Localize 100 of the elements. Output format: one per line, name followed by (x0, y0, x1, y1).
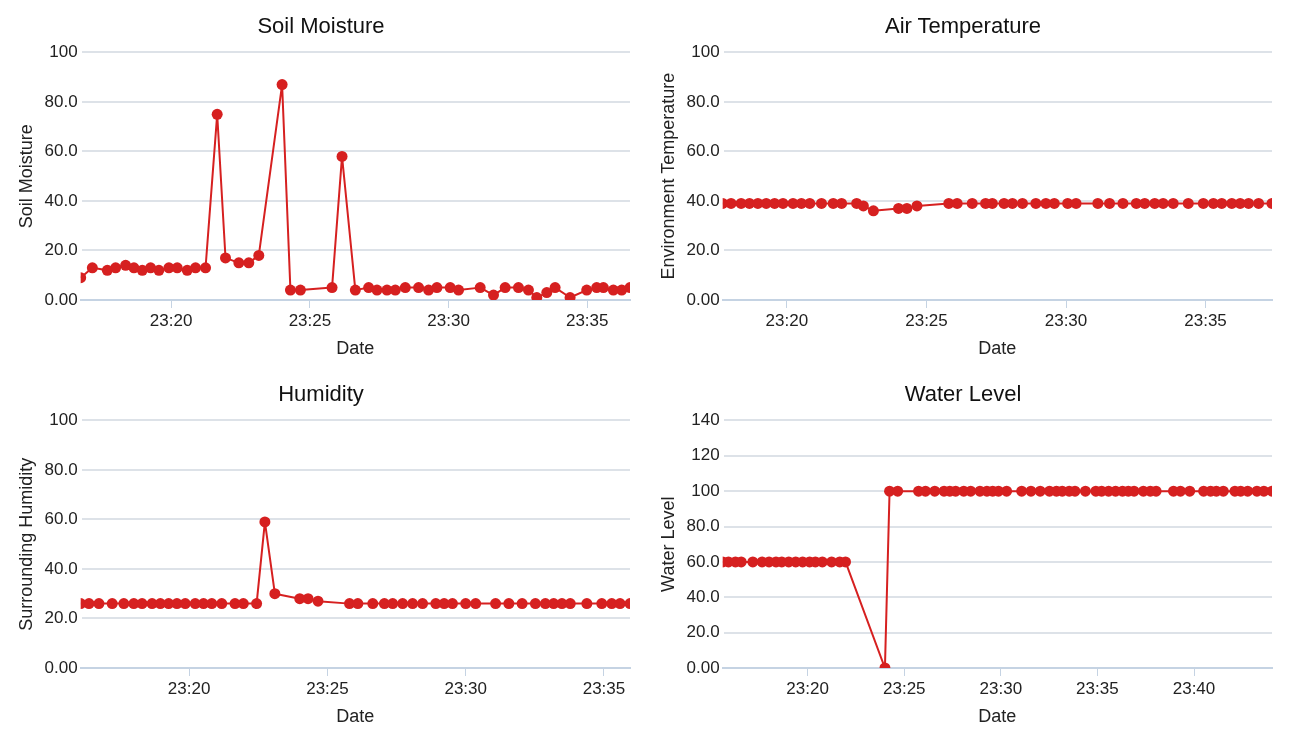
point (407, 598, 419, 610)
point (216, 598, 228, 610)
point (294, 284, 306, 296)
point (206, 598, 218, 610)
point (581, 598, 593, 610)
x-axis-title: Date (978, 338, 1017, 359)
point (253, 249, 265, 261)
point (284, 284, 296, 296)
y-tick-label: 60.0 (44, 141, 78, 161)
point (367, 598, 379, 610)
chart-title: Air Temperature (884, 13, 1042, 39)
y-tick-label: 100 (49, 42, 78, 62)
y-axis-title: Soil Moisture (15, 124, 36, 229)
y-tick-label: 60.0 (686, 551, 720, 571)
point (499, 282, 511, 294)
y-tick-label: 20.0 (686, 240, 720, 260)
y-tick-label: 20.0 (686, 622, 720, 642)
point (470, 598, 482, 610)
chart-title: Soil Moisture (257, 13, 385, 39)
point (153, 264, 165, 276)
point (596, 598, 608, 610)
chart-title: Water Level (904, 381, 1022, 407)
point (488, 289, 499, 300)
point (413, 282, 425, 294)
point (503, 598, 515, 610)
point (399, 282, 411, 294)
x-tick-label: 23:25 (306, 678, 349, 698)
x-tick-label: 23:20 (765, 310, 809, 330)
point (529, 598, 541, 610)
point (106, 598, 118, 610)
point (251, 598, 263, 610)
point (460, 598, 472, 610)
point (259, 516, 271, 528)
point (190, 262, 202, 274)
point (110, 262, 122, 274)
x-tick-label: 23:20 (786, 678, 829, 698)
point (516, 598, 528, 610)
x-tick-label: 23:20 (149, 310, 193, 330)
chart-title: Humidity (278, 381, 364, 407)
point (453, 284, 465, 296)
point (120, 259, 132, 271)
x-tick-label: 23:30 (979, 678, 1023, 698)
point (83, 598, 95, 610)
x-axis-title: Date (336, 706, 375, 727)
x-tick-label: 23:25 (288, 310, 332, 330)
point (336, 150, 348, 162)
point (118, 598, 130, 610)
point (387, 598, 399, 610)
y-tick-label: 0.00 (686, 289, 720, 309)
point (363, 282, 375, 294)
y-axis-title: Environment Temperature (657, 72, 678, 280)
x-tick-label: 23:30 (427, 310, 470, 330)
point (522, 284, 534, 296)
x-tick-label: 23:40 (1172, 678, 1216, 698)
point (431, 282, 443, 294)
y-tick-label: 80.0 (44, 459, 78, 479)
y-tick-label: 0.00 (686, 657, 720, 677)
point (312, 595, 324, 607)
y-tick-label: 80.0 (686, 91, 720, 111)
x-tick-label: 23:35 (1076, 678, 1119, 698)
y-tick-label: 40.0 (686, 190, 720, 210)
point (326, 282, 338, 294)
y-tick-label: 60.0 (686, 141, 720, 161)
y-axis-title: Surrounding Humidity (15, 457, 36, 631)
y-tick-label: 100 (691, 42, 720, 62)
point (269, 588, 281, 600)
x-axis-title: Date (336, 338, 375, 359)
y-axis-title: Water Level (657, 496, 678, 592)
y-tick-label: 0.00 (44, 289, 78, 309)
point (349, 284, 361, 296)
y-tick-label: 20.0 (44, 608, 78, 628)
y-tick-label: 40.0 (686, 586, 720, 606)
point (581, 284, 593, 296)
point (276, 79, 288, 91)
point (512, 282, 524, 294)
point (352, 598, 364, 610)
point (233, 257, 245, 269)
y-tick-label: 0.00 (44, 657, 78, 677)
x-tick-label: 23:35 (1184, 310, 1227, 330)
x-tick-label: 23:20 (167, 678, 211, 698)
y-tick-label: 60.0 (44, 509, 78, 529)
y-tick-label: 140 (691, 410, 720, 430)
point (549, 282, 561, 294)
y-tick-label: 80.0 (44, 91, 78, 111)
x-tick-label: 23:35 (582, 678, 626, 698)
y-tick-label: 80.0 (686, 516, 720, 536)
point (474, 282, 486, 294)
x-tick-label: 23:35 (565, 310, 609, 330)
point (490, 598, 502, 610)
y-tick-label: 20.0 (44, 240, 78, 260)
point (200, 262, 212, 274)
point (220, 252, 232, 264)
y-tick-label: 40.0 (44, 558, 78, 578)
x-tick-label: 23:30 (444, 678, 487, 698)
x-tick-label: 23:25 (905, 310, 948, 330)
y-tick-label: 40.0 (44, 190, 78, 210)
x-axis-title: Date (978, 706, 1017, 727)
point (93, 598, 105, 610)
y-tick-label: 120 (691, 445, 720, 465)
point (211, 108, 223, 120)
